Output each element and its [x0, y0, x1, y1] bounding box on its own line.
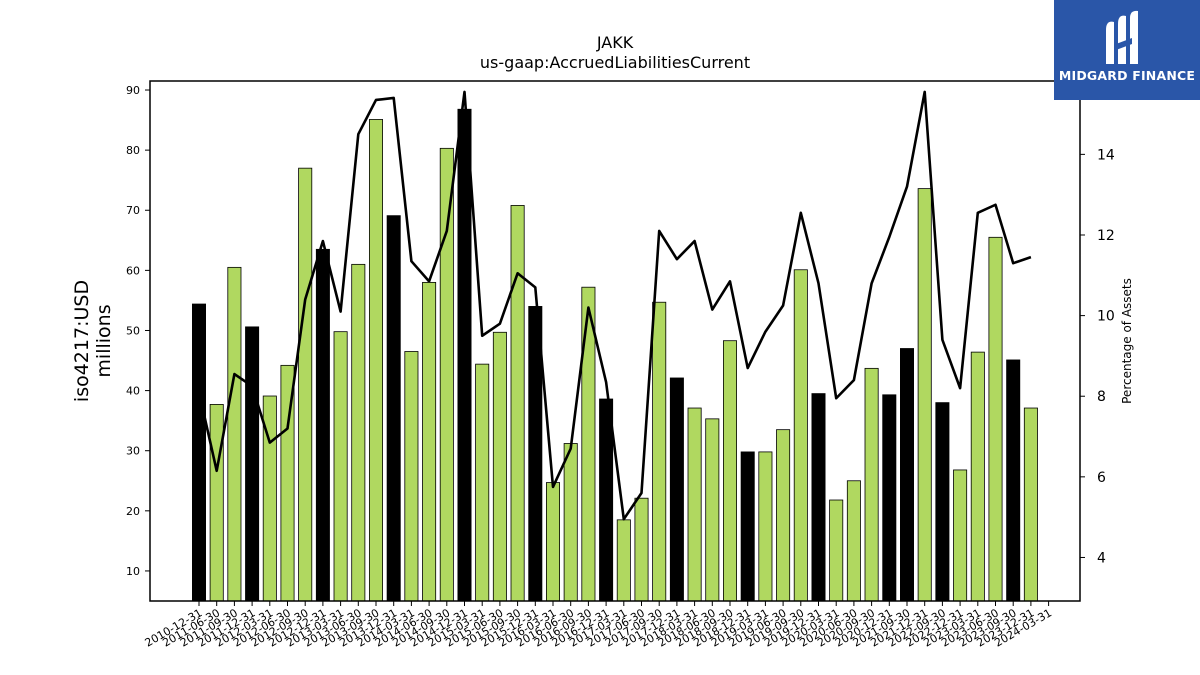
bar	[705, 418, 720, 602]
bar	[723, 340, 738, 602]
bar	[492, 331, 507, 602]
bar	[315, 248, 330, 602]
bar	[776, 429, 791, 602]
bar	[227, 266, 242, 602]
bar	[935, 402, 950, 602]
x-axis-ticks: 2010-12-312011-06-302011-09-302011-12-31…	[143, 601, 1054, 650]
y-tick-label: 30	[126, 445, 140, 458]
bar	[758, 451, 773, 602]
bar	[829, 499, 844, 602]
chart-title: JAKK	[596, 33, 634, 52]
bar	[386, 215, 401, 602]
bar	[191, 303, 206, 602]
bar	[740, 451, 755, 602]
bar	[793, 269, 808, 602]
bar	[988, 236, 1003, 602]
bar	[546, 482, 561, 602]
y-tick-label: 20	[126, 505, 140, 518]
bar	[298, 167, 313, 602]
y-tick-label: 90	[126, 84, 140, 97]
bar	[209, 404, 224, 602]
y-tick-label: 80	[126, 144, 140, 157]
bar	[563, 443, 578, 602]
bar	[599, 398, 614, 602]
bar-group	[191, 108, 1038, 602]
bar	[1023, 407, 1038, 602]
bar	[634, 497, 649, 602]
y2-tick-label: 6	[1097, 470, 1106, 486]
bar	[882, 394, 897, 602]
bar	[439, 147, 454, 602]
bar	[846, 480, 861, 602]
bar	[422, 281, 437, 602]
bar	[616, 519, 631, 602]
bar	[669, 377, 684, 602]
y2-tick-label: 10	[1097, 309, 1115, 325]
right-axis-ticks: 4 6 8 10 12 14	[1080, 147, 1115, 566]
bar	[652, 301, 667, 602]
bar	[1006, 359, 1021, 602]
y-tick-label: 10	[126, 565, 140, 578]
plot-frame	[149, 80, 1081, 602]
bar	[510, 205, 525, 602]
left-axis-ticks: 10 20 30 40 50 60 70 80 90	[126, 84, 150, 578]
bar	[351, 263, 366, 602]
percentage-line-group	[197, 90, 1032, 521]
percentage-line	[197, 90, 1032, 521]
y-axis-label-line: iso4217:USD	[71, 280, 93, 402]
chart-subtitle: us-gaap:AccruedLiabilitiesCurrent	[480, 53, 750, 72]
bar	[245, 326, 260, 602]
bar	[475, 363, 490, 602]
y2-tick-label: 14	[1097, 147, 1115, 163]
y2-tick-label: 12	[1097, 228, 1115, 244]
y-axis-label: iso4217:USDmillions	[71, 280, 115, 402]
y2-tick-label: 8	[1097, 389, 1106, 405]
logo-mark-icon	[1106, 10, 1138, 64]
bar	[333, 331, 348, 602]
y2-axis-label: Percentage of Assets	[1120, 278, 1134, 404]
bar	[368, 119, 383, 602]
bar	[457, 108, 472, 602]
bar	[811, 393, 826, 602]
bar	[864, 367, 879, 602]
bar	[900, 348, 915, 602]
bar	[404, 351, 419, 602]
bar	[953, 469, 968, 602]
midgard-finance-logo: MIDGARD FINANCE	[1054, 0, 1200, 100]
y-tick-label: 40	[126, 385, 140, 398]
y-tick-label: 70	[126, 204, 140, 217]
bar	[917, 188, 932, 602]
bar	[970, 351, 985, 602]
y-axis-label-line: millions	[93, 304, 115, 377]
logo-text: MIDGARD FINANCE	[1058, 68, 1196, 83]
bar	[687, 407, 702, 602]
y-tick-label: 60	[126, 264, 140, 277]
y-tick-label: 50	[126, 324, 140, 337]
y2-tick-label: 4	[1097, 550, 1106, 566]
